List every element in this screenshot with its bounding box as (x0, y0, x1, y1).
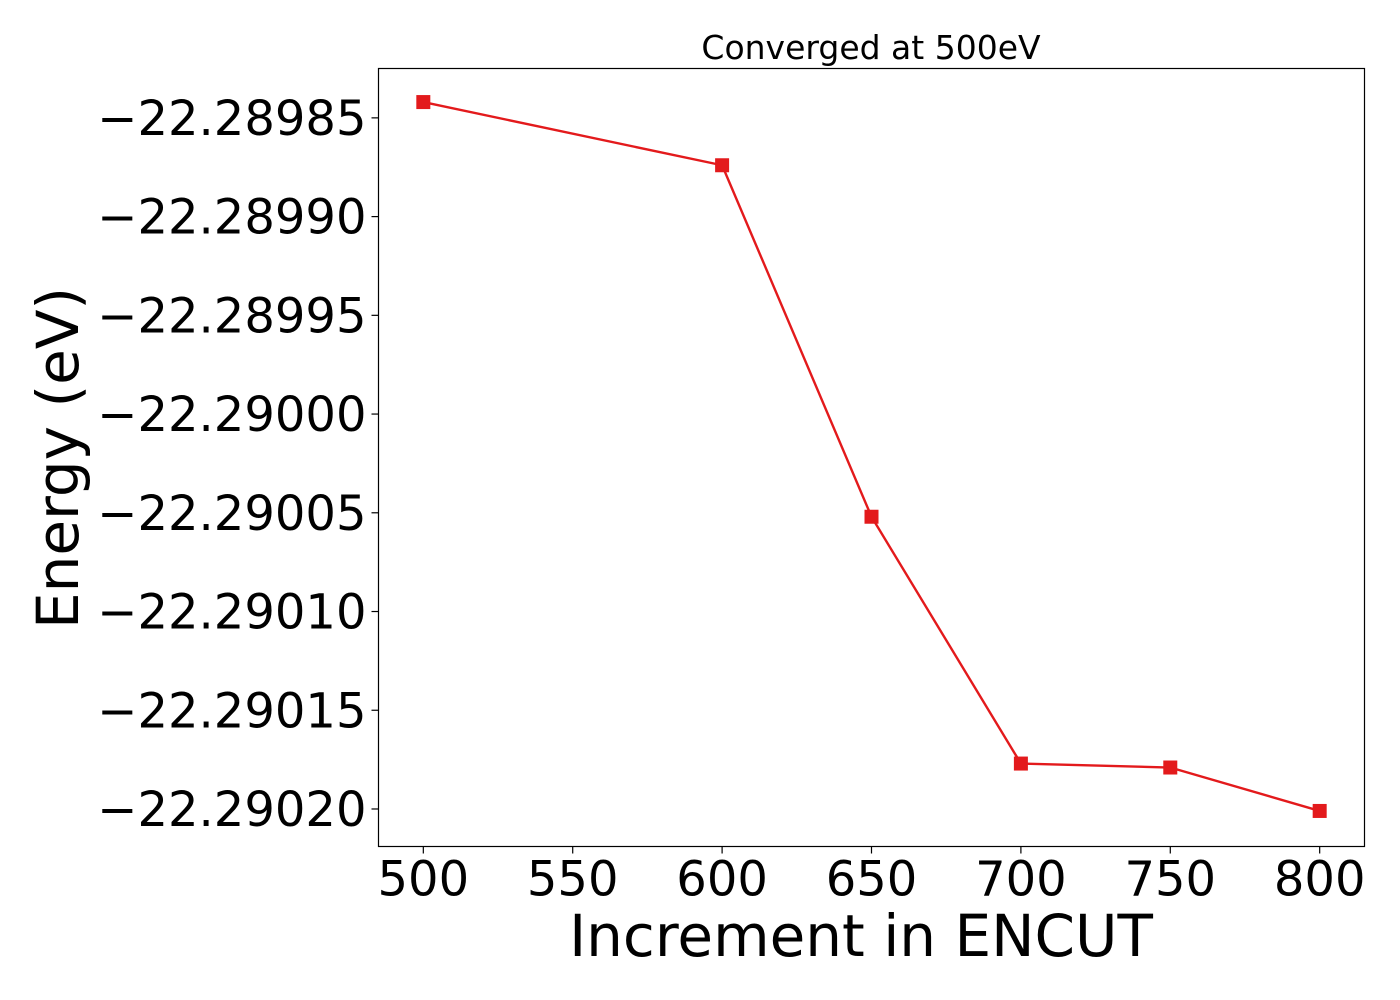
x-tick-label: 650 (826, 852, 918, 908)
x-tick-label: 800 (1274, 852, 1366, 908)
x-tick-label: 700 (975, 852, 1067, 908)
series-line (423, 100, 1321, 813)
chart-title: Converged at 500eV (701, 28, 1041, 67)
plot-area-frame (377, 67, 1366, 848)
x-axis-ticks: 500 550 600 650 700 750 800 (378, 846, 1366, 908)
data-point-marker (416, 95, 431, 110)
y-tick-label: −22.29020 (97, 782, 366, 838)
data-point-marker (1312, 803, 1327, 818)
y-tick-label: −22.28995 (97, 288, 366, 344)
series-layer (416, 95, 1327, 818)
y-tick-label: −22.29005 (97, 486, 366, 542)
data-point-marker (1163, 760, 1178, 775)
x-tick-label: 750 (1124, 852, 1216, 908)
y-tick-label: −22.29010 (97, 585, 366, 641)
x-tick-label: 550 (527, 852, 619, 908)
y-tick-label: −22.29000 (97, 387, 366, 443)
y-tick-label: −22.28990 (97, 190, 366, 246)
data-point-marker (864, 509, 879, 524)
data-point-marker (1013, 756, 1028, 771)
x-tick-label: 600 (676, 852, 768, 908)
y-axis-ticks: −22.28985 −22.28990 −22.28995 −22.29000 −22.… (97, 91, 379, 838)
x-axis-label: Increment in ENCUT (569, 902, 1153, 970)
y-tick-label: −22.29015 (97, 683, 366, 739)
x-tick-label: 500 (378, 852, 470, 908)
data-point-marker (715, 158, 730, 173)
y-axis-label: Energy (eV) (24, 287, 92, 629)
y-tick-label: −22.28985 (97, 91, 366, 147)
